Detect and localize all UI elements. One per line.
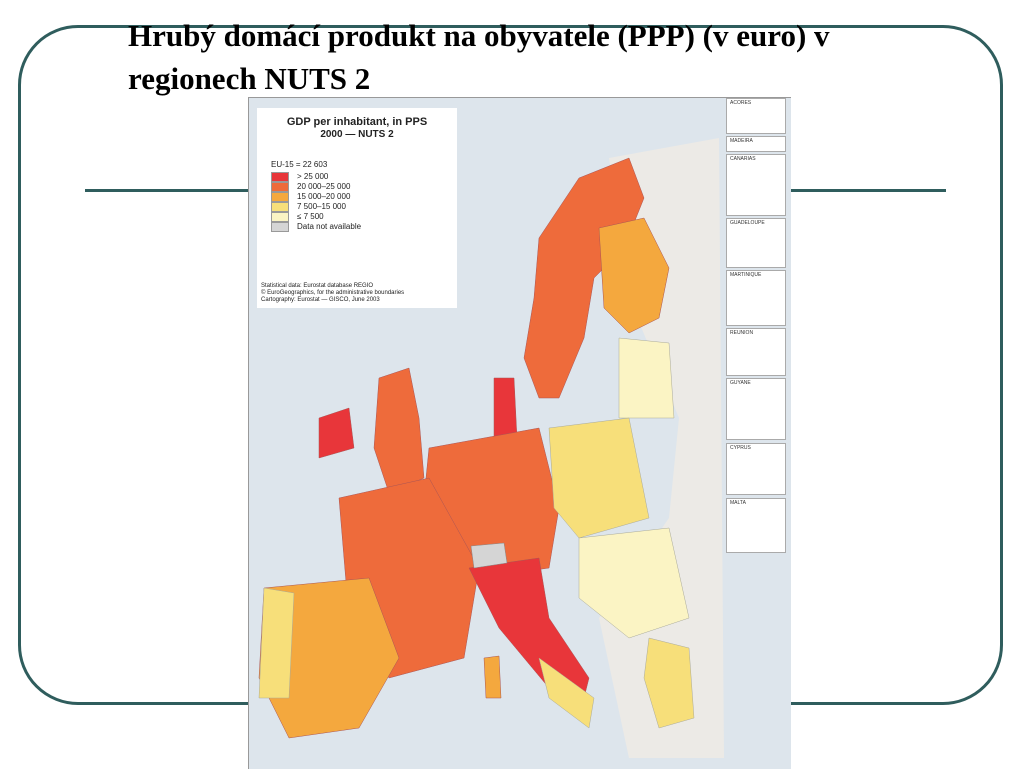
legend-item: > 25 000 (271, 172, 328, 182)
legend-label: 15 000–20 000 (297, 192, 351, 202)
legend-box: GDP per inhabitant, in PPS 2000 — NUTS 2… (257, 108, 457, 308)
legend-item: 20 000–25 000 (271, 182, 350, 192)
legend-label: 20 000–25 000 (297, 182, 351, 192)
legend-label: Data not available (297, 222, 362, 232)
credit-line: Statistical data: Eurostat database REGI… (261, 283, 374, 289)
inset-map: MADEIRA (726, 136, 786, 152)
inset-map: MALTA (726, 498, 786, 553)
legend-item: ≤ 7 500 (271, 212, 324, 222)
inset-map: GUYANE (726, 378, 786, 440)
land (578, 527, 690, 639)
legend-item: 7 500–15 000 (271, 202, 346, 212)
inset-map: CYPRUS (726, 443, 786, 495)
inset-map: MARTINIQUE (726, 270, 786, 326)
land (373, 367, 425, 494)
rule (788, 189, 946, 192)
map-title: GDP per inhabitant, in PPS (286, 116, 428, 128)
land (643, 637, 695, 729)
legend-swatch (271, 212, 289, 222)
map-shapes (258, 138, 724, 758)
legend-label: 7 500–15 000 (297, 202, 346, 212)
legend-swatch (271, 172, 289, 182)
land (548, 417, 650, 539)
legend-label: ≤ 7 500 (297, 212, 324, 222)
land (258, 587, 295, 699)
inset-map: GUADELOUPE (726, 218, 786, 268)
legend-swatch (271, 182, 289, 192)
legend-item: Data not available (271, 222, 361, 232)
credit-line: Cartography: Eurostat — GISCO, June 2003 (261, 297, 380, 303)
land (318, 407, 355, 459)
inset-map: CANARIAS (726, 154, 786, 216)
legend-swatch (271, 192, 289, 202)
credit-line: © EuroGeographics, for the administrativ… (261, 290, 405, 296)
legend-label: > 25 000 (297, 172, 329, 182)
land (538, 657, 595, 729)
legend-swatch (271, 202, 289, 212)
legend-swatch (271, 222, 289, 232)
map: GDP per inhabitant, in PPS 2000 — NUTS 2… (248, 97, 791, 769)
land (493, 377, 518, 439)
land (470, 542, 508, 569)
land (258, 577, 400, 739)
land (483, 655, 502, 699)
inset-map: ACORES (726, 98, 786, 134)
land (618, 337, 675, 419)
legend-item: 15 000–20 000 (271, 192, 350, 202)
slide-title: Hrubý domácí produkt na obyvatele (PPP) … (128, 18, 830, 96)
rule (85, 189, 250, 192)
map-subtitle: 2000 — NUTS 2 (320, 129, 394, 140)
land (598, 217, 670, 334)
land (523, 157, 645, 399)
inset-map: REUNION (726, 328, 786, 376)
insets: ACORES MADEIRA CANARIAS GUADELOUPE MARTINIQU… (726, 98, 788, 558)
reference: EU-15 = 22 603 (271, 160, 328, 169)
